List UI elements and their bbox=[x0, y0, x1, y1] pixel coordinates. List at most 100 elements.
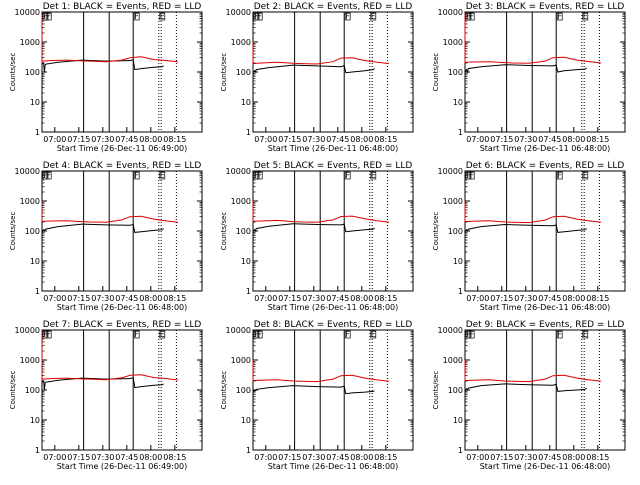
flag-label: F bbox=[469, 171, 474, 180]
x-axis-label: Start Time (26-Dec-11 06:49:00) bbox=[57, 144, 188, 153]
y-tick-label: 10000 bbox=[438, 326, 463, 335]
y-axis-label: Counts/sec bbox=[432, 53, 440, 92]
flag-box bbox=[468, 330, 475, 339]
flag-box bbox=[133, 171, 140, 180]
flag-box bbox=[45, 171, 52, 180]
x-tick-label: 08:00 bbox=[139, 294, 162, 303]
x-tick-label: 07:45 bbox=[326, 135, 349, 144]
x-tick-label: 08:00 bbox=[350, 294, 373, 303]
y-axis-label: Counts/sec bbox=[9, 212, 17, 251]
x-axis-label: Start Time (26-Dec-11 06:48:00) bbox=[268, 303, 399, 312]
flag-label: E bbox=[160, 171, 165, 180]
events-series-line bbox=[41, 331, 164, 391]
x-tick-label: 07:30 bbox=[91, 135, 114, 144]
lld-series-line bbox=[252, 201, 390, 223]
x-tick-label: 07:00 bbox=[466, 453, 489, 462]
chart-title: Det 1: BLACK = Events, RED = LLD bbox=[43, 2, 202, 12]
x-tick-label: 07:45 bbox=[326, 294, 349, 303]
y-tick-label: 10000 bbox=[226, 8, 251, 17]
events-series-line bbox=[464, 201, 587, 234]
chart-title: Det 5: BLACK = Events, RED = LLD bbox=[254, 161, 413, 171]
flag-box bbox=[468, 171, 475, 180]
y-axis-label: Counts/sec bbox=[432, 212, 440, 251]
flag-label: F bbox=[466, 12, 471, 21]
flag-label: F bbox=[466, 330, 471, 339]
plot-frame bbox=[41, 170, 203, 292]
x-tick-label: 08:15 bbox=[586, 294, 609, 303]
flag-box bbox=[256, 171, 263, 180]
y-axis-label: Counts/sec bbox=[9, 371, 17, 410]
x-tick-label: 08:15 bbox=[586, 453, 609, 462]
x-axis-label: Start Time (26-Dec-11 06:48:00) bbox=[57, 303, 188, 312]
x-tick-label: 07:30 bbox=[302, 453, 325, 462]
plot-frame bbox=[252, 329, 414, 451]
y-tick-label: 10000 bbox=[15, 326, 40, 335]
chart-title: Det 4: BLACK = Events, RED = LLD bbox=[43, 161, 202, 171]
y-tick-label: 10000 bbox=[15, 8, 40, 17]
x-tick-label: 08:15 bbox=[374, 135, 397, 144]
x-tick-label: 08:15 bbox=[374, 453, 397, 462]
flag-box bbox=[556, 12, 563, 21]
y-tick-label: 10 bbox=[30, 257, 40, 266]
flag-label: E bbox=[583, 330, 588, 339]
plot-frame bbox=[464, 11, 626, 133]
flag-label: E bbox=[371, 12, 376, 21]
x-tick-label: 07:30 bbox=[91, 294, 114, 303]
y-tick-label: 1 bbox=[35, 446, 40, 455]
y-axis-label: Counts/sec bbox=[432, 371, 440, 410]
y-tick-label: 10 bbox=[241, 416, 251, 425]
plot-frame bbox=[41, 11, 203, 133]
y-tick-label: 1 bbox=[35, 287, 40, 296]
x-tick-label: 07:00 bbox=[254, 453, 277, 462]
flag-label: F bbox=[257, 330, 262, 339]
flag-label: F bbox=[345, 171, 350, 180]
x-tick-label: 07:00 bbox=[43, 453, 66, 462]
flag-box bbox=[45, 330, 52, 339]
y-tick-label: 1 bbox=[458, 128, 463, 137]
events-series-line bbox=[252, 43, 375, 75]
flag-label: F bbox=[557, 330, 562, 339]
y-tick-label: 10 bbox=[241, 98, 251, 107]
events-series-line bbox=[464, 13, 587, 74]
flag-label: F bbox=[254, 12, 259, 21]
y-tick-label: 1000 bbox=[231, 38, 251, 47]
events-series-line bbox=[464, 360, 587, 393]
x-tick-label: 08:15 bbox=[163, 294, 186, 303]
x-tick-label: 08:00 bbox=[139, 453, 162, 462]
flag-box bbox=[344, 171, 351, 180]
x-tick-label: 07:15 bbox=[67, 135, 90, 144]
x-tick-label: 07:15 bbox=[490, 135, 513, 144]
x-tick-label: 07:30 bbox=[302, 135, 325, 144]
flag-label: F bbox=[46, 171, 51, 180]
y-tick-label: 10000 bbox=[226, 167, 251, 176]
x-tick-label: 07:00 bbox=[466, 135, 489, 144]
x-tick-label: 08:15 bbox=[163, 453, 186, 462]
flag-label: F bbox=[469, 330, 474, 339]
flag-label: F bbox=[469, 12, 474, 21]
x-tick-label: 07:30 bbox=[91, 453, 114, 462]
lld-series-line bbox=[464, 360, 602, 383]
x-tick-label: 07:15 bbox=[67, 294, 90, 303]
flag-box bbox=[582, 171, 589, 180]
lld-series-line bbox=[252, 360, 390, 383]
y-tick-label: 100 bbox=[448, 227, 463, 236]
x-tick-label: 07:15 bbox=[490, 453, 513, 462]
x-tick-label: 07:00 bbox=[254, 294, 277, 303]
flag-box bbox=[582, 330, 589, 339]
chart-title: Det 8: BLACK = Events, RED = LLD bbox=[254, 320, 413, 330]
flag-label: F bbox=[557, 171, 562, 180]
flag-label: E bbox=[583, 171, 588, 180]
x-tick-label: 08:00 bbox=[350, 453, 373, 462]
flag-box bbox=[344, 330, 351, 339]
flag-label: E bbox=[583, 12, 588, 21]
y-tick-label: 10 bbox=[30, 416, 40, 425]
flag-box bbox=[133, 330, 140, 339]
x-tick-label: 07:15 bbox=[278, 453, 301, 462]
flag-label: F bbox=[134, 330, 139, 339]
x-tick-label: 07:15 bbox=[278, 294, 301, 303]
flag-label: F bbox=[43, 330, 48, 339]
